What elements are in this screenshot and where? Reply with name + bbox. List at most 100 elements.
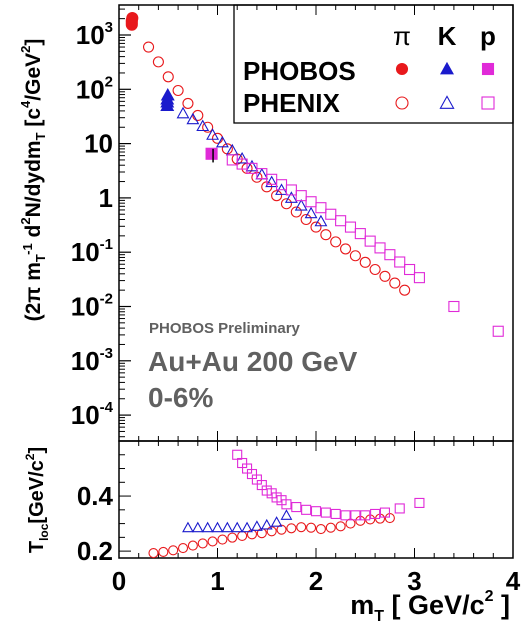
phobos-point <box>126 12 139 25</box>
legend-header-k: K <box>438 21 457 51</box>
x-axis: 0 1 2 3 4 <box>112 5 521 596</box>
y-tick-label: 103 <box>76 19 113 50</box>
tloc-k-point <box>182 521 194 533</box>
phenix-point <box>339 243 352 255</box>
legend-marker-phenix <box>481 96 495 110</box>
phenix-p-point <box>295 190 307 202</box>
phenix-p-point <box>374 242 386 254</box>
phenix-point <box>359 256 371 268</box>
tloc-pion-point <box>177 543 189 554</box>
tloc-p-point <box>394 503 405 514</box>
tloc-p-point <box>330 508 341 520</box>
tloc-p-point <box>310 506 322 517</box>
legend-box <box>233 4 514 124</box>
phenix-p-point <box>384 249 396 261</box>
tloc-k-point <box>280 509 293 520</box>
tloc-pion-point <box>168 545 179 556</box>
tloc-k-point <box>201 521 214 533</box>
tloc-k-point <box>211 521 224 533</box>
x-tick-label: 3 <box>407 566 421 596</box>
tloc-k-point <box>241 521 253 533</box>
tloc-p-point <box>350 510 361 521</box>
phenix-p-point <box>325 208 337 220</box>
legend-marker-phenix <box>439 95 455 109</box>
phenix-point <box>143 41 155 53</box>
annotation-centrality: 0-6% <box>148 382 213 413</box>
y-tick-label: 0.4 <box>77 481 114 511</box>
legend-marker-phobos <box>481 62 495 76</box>
y-tick-label: 10-4 <box>71 399 114 430</box>
tloc-pion-point <box>158 546 169 557</box>
tloc-pion-point <box>286 523 297 534</box>
phenix-point <box>280 198 293 210</box>
phenix-point <box>152 56 164 68</box>
tloc-pion-point <box>187 540 198 551</box>
phenix-p-point <box>354 228 366 240</box>
tloc-k-point <box>251 520 263 531</box>
phenix-k-point <box>304 206 318 219</box>
phenix-point <box>389 277 401 289</box>
phenix-p-point <box>305 196 317 208</box>
tloc-pion-point <box>296 522 307 533</box>
y-tick-label: 10-2 <box>71 291 113 322</box>
legend-markers <box>395 61 495 110</box>
tloc-p-point <box>301 504 312 515</box>
phenix-k-point <box>245 159 259 172</box>
phenix-point <box>172 84 184 97</box>
x-tick-label: 2 <box>309 566 323 596</box>
top-y-axis-title: (2π mT-1 d2N/dydmT [c4/GeV2] <box>18 39 48 322</box>
phenix-k-point <box>186 112 200 125</box>
tloc-k-point <box>221 521 234 533</box>
tloc-k-point <box>231 521 244 533</box>
phenix-point <box>162 71 174 83</box>
phenix-k-point <box>196 119 210 132</box>
x-tick-label: 4 <box>506 566 521 596</box>
tloc-k-point <box>191 521 204 533</box>
y-tick-label: 0.2 <box>77 536 113 566</box>
phenix-p-point <box>364 235 376 247</box>
tloc-p-point <box>379 507 391 518</box>
tloc-p-point <box>291 502 302 513</box>
phenix-point <box>300 213 312 226</box>
annotation-system: Au+Au 200 GeV <box>148 346 358 377</box>
phenix-k-point <box>235 151 249 164</box>
phenix-k-point <box>284 191 298 203</box>
phenix-point <box>310 221 322 233</box>
phenix-p-point <box>285 184 297 196</box>
tloc-pion-point <box>335 521 346 532</box>
phenix-k-point <box>176 106 190 119</box>
tloc-p-point <box>360 510 371 521</box>
tloc-pion-point <box>325 522 336 533</box>
legend-marker-phenix <box>395 96 409 110</box>
phenix-k-point <box>265 175 279 188</box>
phenix-p-point <box>448 300 460 313</box>
phenix-point <box>379 270 391 282</box>
legend-row-phobos: PHOBOS <box>243 56 356 86</box>
phenix-point <box>320 229 332 241</box>
phenix-k-point <box>215 135 229 148</box>
tloc-pion-point <box>207 536 218 547</box>
tloc-pion-point <box>227 532 238 543</box>
phobos-k-point <box>160 87 175 101</box>
phenix-point <box>330 236 342 248</box>
tloc-pion-point <box>315 524 326 535</box>
phenix-point <box>192 109 204 121</box>
phenix-point <box>182 97 194 109</box>
phenix-point <box>202 121 214 133</box>
tloc-pion-point <box>197 538 208 549</box>
phenix-k-point <box>206 128 220 140</box>
y-tick-label: 1 <box>99 183 113 213</box>
legend-header-p: p <box>480 21 496 51</box>
y-tick-label: 10-1 <box>71 236 113 267</box>
phobos-p-point <box>205 147 218 160</box>
legend-header-pi: π <box>393 21 411 51</box>
tloc-p-point <box>414 497 425 508</box>
top-y-axis: 10-4 10-3 10-2 10-1 1 10 102 103 <box>71 8 131 438</box>
tloc-k-point <box>260 518 273 530</box>
phenix-p-point <box>404 263 416 276</box>
phenix-p-point <box>394 256 406 268</box>
phenix-p-point <box>492 325 504 337</box>
x-tick-label: 1 <box>210 566 224 596</box>
x-tick-label: 0 <box>112 566 126 596</box>
